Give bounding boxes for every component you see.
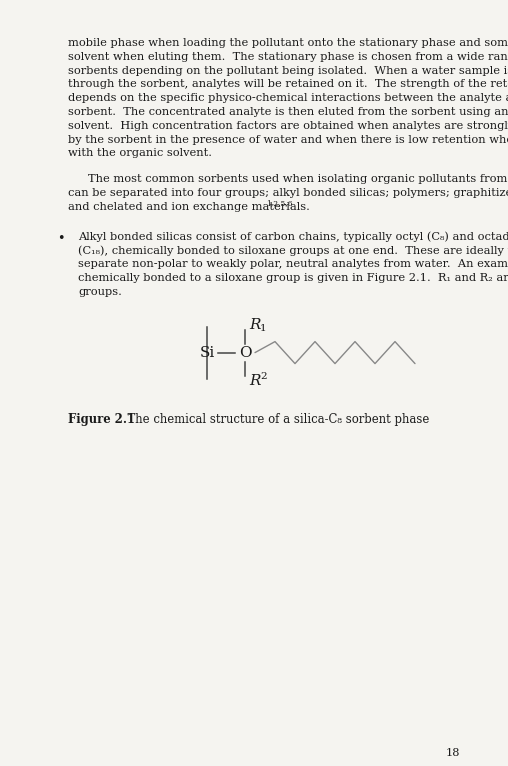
Text: groups.: groups. bbox=[78, 286, 122, 296]
Text: Si: Si bbox=[199, 345, 214, 359]
Text: by the sorbent in the presence of water and when there is low retention when elu: by the sorbent in the presence of water … bbox=[68, 135, 508, 145]
Text: depends on the specific physico-chemical interactions between the analyte and: depends on the specific physico-chemical… bbox=[68, 93, 508, 103]
Text: 18: 18 bbox=[446, 748, 460, 758]
Text: R: R bbox=[249, 374, 261, 388]
Text: and chelated and ion exchange materials.: and chelated and ion exchange materials. bbox=[68, 201, 310, 212]
Text: 2: 2 bbox=[260, 372, 267, 381]
Text: through the sorbent, analytes will be retained on it.  The strength of the reten: through the sorbent, analytes will be re… bbox=[68, 80, 508, 90]
Text: sorbents depending on the pollutant being isolated.  When a water sample is pass: sorbents depending on the pollutant bein… bbox=[68, 66, 508, 76]
Text: The most common sorbents used when isolating organic pollutants from water: The most common sorbents used when isola… bbox=[88, 174, 508, 184]
Text: separate non-polar to weakly polar, neutral analytes from water.  An example of : separate non-polar to weakly polar, neut… bbox=[78, 259, 508, 269]
Text: solvent.  High concentration factors are obtained when analytes are strongly ret: solvent. High concentration factors are … bbox=[68, 121, 508, 131]
Text: can be separated into four groups; alkyl bonded silicas; polymers; graphitized c: can be separated into four groups; alkyl… bbox=[68, 188, 508, 198]
Text: O: O bbox=[239, 345, 251, 359]
Text: (C₁₈), chemically bonded to siloxane groups at one end.  These are ideally used : (C₁₈), chemically bonded to siloxane gro… bbox=[78, 245, 508, 256]
Text: with the organic solvent.: with the organic solvent. bbox=[68, 149, 212, 159]
Text: The chemical structure of a silica-C₈ sorbent phase: The chemical structure of a silica-C₈ so… bbox=[120, 413, 429, 426]
Text: 1,2,5,6: 1,2,5,6 bbox=[266, 199, 293, 208]
Text: sorbent.  The concentrated analyte is then eluted from the sorbent using an orga: sorbent. The concentrated analyte is the… bbox=[68, 107, 508, 117]
Text: Alkyl bonded silicas consist of carbon chains, typically octyl (C₈) and octadecy: Alkyl bonded silicas consist of carbon c… bbox=[78, 231, 508, 242]
Text: 1: 1 bbox=[260, 324, 267, 333]
Text: solvent when eluting them.  The stationary phase is chosen from a wide range of: solvent when eluting them. The stationar… bbox=[68, 52, 508, 62]
Text: chemically bonded to a siloxane group is given in Figure 2.1.  R₁ and R₂ are alk: chemically bonded to a siloxane group is… bbox=[78, 273, 508, 283]
Text: mobile phase when loading the pollutant onto the stationary phase and some organ: mobile phase when loading the pollutant … bbox=[68, 38, 508, 48]
Text: Figure 2.1: Figure 2.1 bbox=[68, 413, 135, 426]
Text: R: R bbox=[249, 318, 261, 332]
Text: •: • bbox=[57, 231, 65, 244]
